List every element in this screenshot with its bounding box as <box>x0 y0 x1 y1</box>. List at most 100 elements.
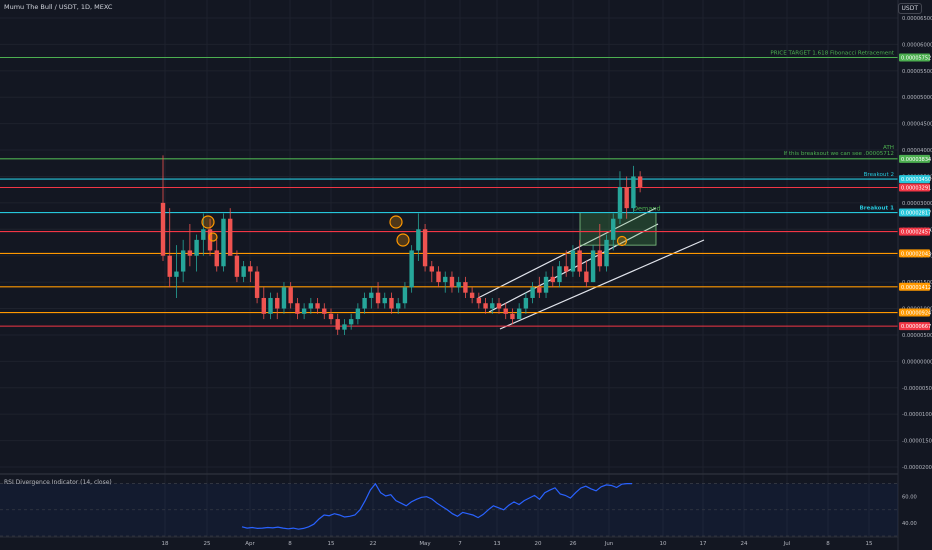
candle-body <box>604 239 609 267</box>
level-price-tag <box>899 154 930 163</box>
candle-body <box>348 319 354 325</box>
level-price-tag <box>899 227 930 236</box>
level-price-tag <box>899 53 930 62</box>
price-tick-label: 0.00005000 <box>902 95 932 101</box>
level-price-label: 0.00000924 <box>901 311 931 317</box>
candle-body <box>281 287 287 309</box>
candle-body <box>402 287 408 304</box>
circle-marker <box>389 215 403 229</box>
candle-body <box>577 250 582 272</box>
candle-body <box>590 250 596 283</box>
candle-body <box>617 187 623 219</box>
candle-body <box>174 271 179 277</box>
candle-body <box>624 187 629 209</box>
candle-body <box>631 176 636 209</box>
rsi-tick-label: 60.00 <box>902 495 917 501</box>
price-axis[interactable]: 0.00006500 0.00006000 0.00005500 0.00005000… <box>897 0 932 550</box>
candle-body <box>564 266 569 272</box>
rsi-band <box>0 483 898 536</box>
date-tick-label: 25 <box>204 541 211 547</box>
price-tick-label: 0.00000000 <box>902 359 932 365</box>
candle-body <box>510 313 515 320</box>
level-price-tag <box>899 282 930 291</box>
candle-body <box>214 250 219 267</box>
candle-body <box>322 308 327 314</box>
candle-body <box>503 308 508 314</box>
price-tick-label: -0.00001500 <box>902 439 932 445</box>
date-tick-label: 15 <box>866 541 873 547</box>
candle-body <box>288 287 293 304</box>
candle-body <box>160 202 166 256</box>
candle-body <box>409 250 414 288</box>
candle-body <box>369 292 374 298</box>
markers <box>201 215 628 247</box>
price-tick-label: 0.00004500 <box>902 122 932 128</box>
candle-body <box>254 271 260 298</box>
level-price-tag <box>899 208 930 217</box>
date-tick-label: 10 <box>660 541 667 547</box>
level-price-tag <box>899 183 930 192</box>
level-price-tag <box>899 249 930 258</box>
candle-body <box>537 287 542 293</box>
candle-body <box>268 297 273 314</box>
candle-body <box>234 255 240 277</box>
level-price-label: 0.00003450 <box>901 177 931 183</box>
candle-body <box>355 308 361 320</box>
date-tick-label: 7 <box>458 541 462 547</box>
ath-note: If this breaksout we can see .00005712 <box>783 151 894 157</box>
circle-marker <box>396 233 410 247</box>
circle-marker <box>616 235 628 247</box>
candle-body <box>221 218 226 267</box>
level-annotation: ATH <box>883 145 894 151</box>
rsi-tick-label: 40.00 <box>902 521 917 527</box>
horizontal-levels: PRICE TARGET 1.618 Fibonacci Retracement… <box>0 51 898 327</box>
date-tick-label: 24 <box>741 541 748 547</box>
candle-body <box>443 276 448 283</box>
candle-body <box>342 324 347 330</box>
channel-line <box>499 239 705 330</box>
level-annotation: PRICE TARGET 1.618 Fibonacci Retracement <box>770 51 894 57</box>
circle-marker <box>208 232 218 242</box>
candle-body <box>180 250 186 272</box>
rsi-indicator-title: RSI Divergence Indicator (14, close) <box>4 479 112 486</box>
candle-body <box>167 255 172 277</box>
level-price-label: 0.00003291 <box>901 186 931 192</box>
level-price-label: 0.00003834 <box>901 157 931 163</box>
chart-title: Mumu The Bull / USDT, 1D, MEXC <box>4 3 113 11</box>
level-price-label: 0.00002817 <box>901 211 931 217</box>
candle-body <box>315 303 320 309</box>
candle-body <box>335 319 340 330</box>
candle-body <box>490 303 495 309</box>
demand-label: Demand <box>633 205 661 213</box>
date-tick-label: May <box>419 541 431 547</box>
candle-body <box>436 271 441 283</box>
candle-body <box>187 250 193 256</box>
candle-body <box>637 176 643 188</box>
candle-body <box>301 308 307 314</box>
candle-body <box>241 266 246 277</box>
level-price-tag <box>899 308 930 317</box>
date-tick-label: Apr <box>245 541 255 547</box>
date-axis[interactable]: 18 25 Apr 8 15 22 May 7 13 20 26 Jun 10 17 24 Jul 8 15 <box>0 536 898 547</box>
price-tick-label: 0.00006000 <box>902 42 932 48</box>
level-price-label: 0.00002457 <box>901 230 931 236</box>
candle-body <box>523 297 529 309</box>
price-tick-label: 0.00003000 <box>902 201 932 207</box>
date-tick-label: 13 <box>494 541 501 547</box>
candle-body <box>416 229 421 251</box>
candle-body <box>328 313 334 320</box>
candle-body <box>449 276 455 288</box>
candle-body <box>194 239 199 256</box>
candle-body <box>543 276 549 293</box>
candle-body <box>382 297 387 304</box>
candle-body <box>389 297 394 309</box>
date-tick-label: 22 <box>370 541 377 547</box>
candle-body <box>570 250 576 272</box>
price-tick-label: 0.00000500 <box>902 333 932 339</box>
candle-body <box>275 297 280 309</box>
currency-badge[interactable]: USDT <box>897 3 922 14</box>
level-price-label: 0.00000667 <box>901 324 931 330</box>
candle-body <box>584 271 589 283</box>
level-annotation: Breakout 1 <box>860 206 895 212</box>
